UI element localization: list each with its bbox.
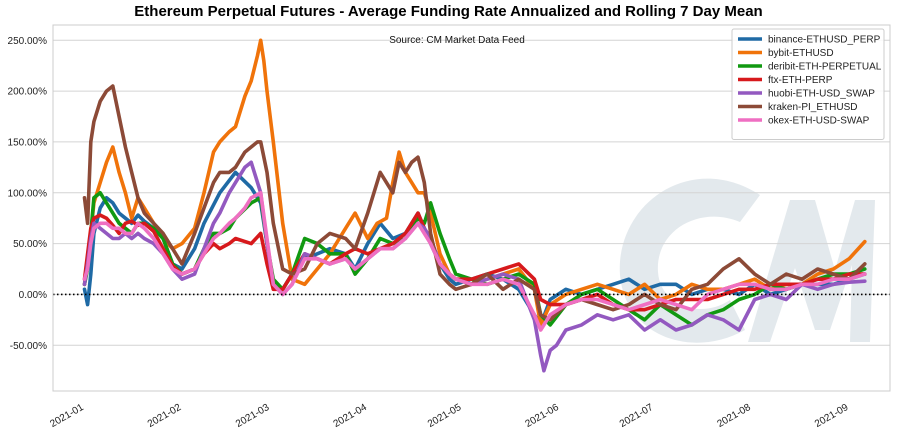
y-tick-label: 150.00%: [8, 137, 48, 148]
x-tick-label: 2021-05: [426, 402, 464, 430]
legend-label: bybit-ETHUSD: [768, 48, 834, 59]
x-tick-label: 2021-04: [332, 402, 370, 430]
legend-label: binance-ETHUSD_PERP: [768, 35, 881, 46]
legend-label: deribit-ETH-PERPETUAL: [768, 62, 882, 73]
chart-title: Ethereum Perpetual Futures - Average Fun…: [134, 3, 763, 20]
y-axis-ticks: -50.00% 0.00% 50.00% 100.00% 150.00% 200.00% 2…: [8, 36, 48, 352]
legend-label: huobi-ETH-USD_SWAP: [768, 89, 875, 100]
plot-area-frame: [52, 24, 891, 392]
series-lines: [82, 38, 867, 373]
x-tick-label: 2021-09: [813, 402, 851, 430]
legend-label: okex-ETH-USD-SWAP: [768, 116, 870, 127]
y-tick-label: 50.00%: [13, 239, 47, 250]
legend: binance-ETHUSD_PERP bybit-ETHUSD deribit-E…: [731, 28, 885, 140]
y-tick-label: 100.00%: [8, 188, 48, 199]
source-annotation: Source: CM Market Data Feed: [389, 35, 525, 46]
x-axis-ticks: 2021-01 2021-02 2021-03 2021-04 2021-05 2021-…: [48, 402, 850, 430]
series-line-kraken-PI_ETHUSD: [82, 84, 867, 322]
x-tick-label: 2021-02: [146, 402, 184, 430]
y-tick-label: -50.00%: [10, 341, 47, 352]
legend-label: ftx-ETH-PERP: [768, 75, 833, 86]
x-tick-label: 2021-08: [715, 402, 753, 430]
legend-box: [731, 28, 885, 140]
legend-label: kraken-PI_ETHUSD: [768, 102, 857, 113]
y-tick-label: 200.00%: [8, 87, 48, 98]
cm-watermark-logo: [619, 178, 875, 343]
x-tick-label: 2021-07: [618, 402, 656, 430]
x-tick-label: 2021-03: [234, 402, 272, 430]
series-line-okex-ETH-USD-SWAP: [82, 191, 867, 332]
y-tick-label: 0.00%: [19, 290, 47, 301]
x-tick-label: 2021-06: [524, 402, 562, 430]
x-tick-label: 2021-01: [48, 402, 86, 430]
y-tick-label: 250.00%: [8, 36, 48, 47]
